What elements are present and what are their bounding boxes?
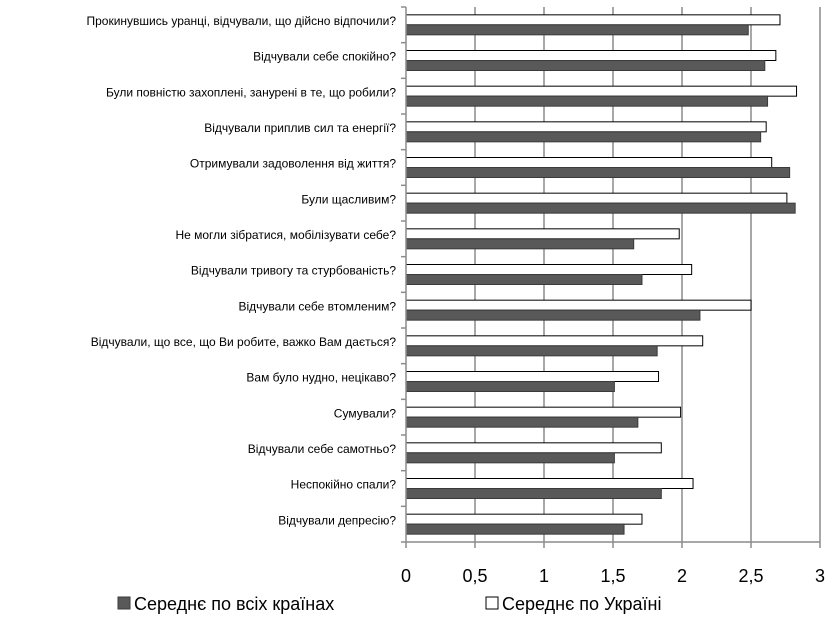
category-label: Відчували себе спокійно? <box>253 50 396 64</box>
bar-all-countries <box>405 416 639 428</box>
legend-item-all-countries: Середнє по всіх країнах <box>117 594 334 614</box>
category-label: Відчували себе самотньо? <box>248 442 397 456</box>
bar-ukraine <box>405 513 643 525</box>
category-label: Прокинувшись уранці, відчували, що дійсн… <box>86 14 396 28</box>
bar-ukraine <box>405 14 781 26</box>
x-tick-label: 2,5 <box>738 566 763 586</box>
legend-label: Середнє по Україні <box>502 594 662 614</box>
category-label: Були повністю захоплені, занурені в те, … <box>106 85 396 99</box>
x-tick-label: 3 <box>815 566 825 586</box>
category-labels: Прокинувшись уранці, відчували, що дійсн… <box>86 14 396 527</box>
bar-ukraine <box>405 50 777 61</box>
bar-all-countries <box>405 309 701 321</box>
legend-label: Середнє по всіх країнах <box>134 594 334 614</box>
bar-all-countries <box>405 95 769 107</box>
x-tick-label: 1 <box>539 566 549 586</box>
axes <box>401 6 821 548</box>
x-tick-label: 0,5 <box>462 566 487 586</box>
x-tick-label: 2 <box>677 566 687 586</box>
bar-ukraine <box>405 371 660 382</box>
bar-ukraine <box>405 335 704 347</box>
bar-ukraine <box>405 121 767 133</box>
x-tick-label: 1,5 <box>600 566 625 586</box>
legend-item-ukraine: Середнє по Україні <box>485 594 662 614</box>
category-label: Неспокійно спали? <box>291 478 397 492</box>
bar-all-countries <box>405 202 796 214</box>
legend-swatch <box>485 596 499 610</box>
bar-ukraine <box>405 228 680 240</box>
x-tick-label: 0 <box>401 566 411 586</box>
category-label: Відчували себе втомленим? <box>239 299 397 313</box>
x-tick-labels: 0 0,5 1 1,5 2 2,5 3 <box>401 566 825 586</box>
bar-ukraine <box>405 442 662 454</box>
bars <box>405 14 798 535</box>
bar-ukraine <box>405 85 798 97</box>
bar-ukraine <box>405 157 773 168</box>
category-label: Відчували тривогу та стурбованість? <box>191 264 396 278</box>
category-label: Відчували депресію? <box>278 513 396 527</box>
category-label: Відчували, що все, що Ви робите, важко В… <box>91 335 397 349</box>
category-label: Відчували приплив сил та енергії? <box>204 121 396 135</box>
bar-all-countries <box>405 60 766 71</box>
bar-all-countries <box>405 381 615 392</box>
bar-ukraine <box>405 299 752 311</box>
bar-ukraine <box>405 406 682 418</box>
bar-ukraine <box>405 264 693 275</box>
bar-all-countries <box>405 131 762 143</box>
bar-all-countries <box>405 452 615 464</box>
legend-swatch <box>117 596 131 610</box>
bar-all-countries <box>405 167 791 178</box>
bar-all-countries <box>405 238 635 250</box>
bar-ukraine <box>405 478 694 489</box>
bar-all-countries <box>405 24 749 36</box>
bar-all-countries <box>405 274 643 285</box>
bar-all-countries <box>405 345 658 357</box>
bar-ukraine <box>405 192 788 204</box>
bar-all-countries <box>405 523 625 535</box>
category-label: Не могли зібратися, мобілізувати себе? <box>175 228 396 242</box>
bar-all-countries <box>405 488 662 499</box>
category-label: Були щасливим? <box>301 192 396 206</box>
legend: Середнє по всіх країнах Середнє по Україн… <box>117 594 662 614</box>
category-label: Отримували задоволення від життя? <box>190 157 396 171</box>
category-label: Вам було нудно, нецікаво? <box>246 371 396 385</box>
category-label: Сумували? <box>334 406 397 420</box>
